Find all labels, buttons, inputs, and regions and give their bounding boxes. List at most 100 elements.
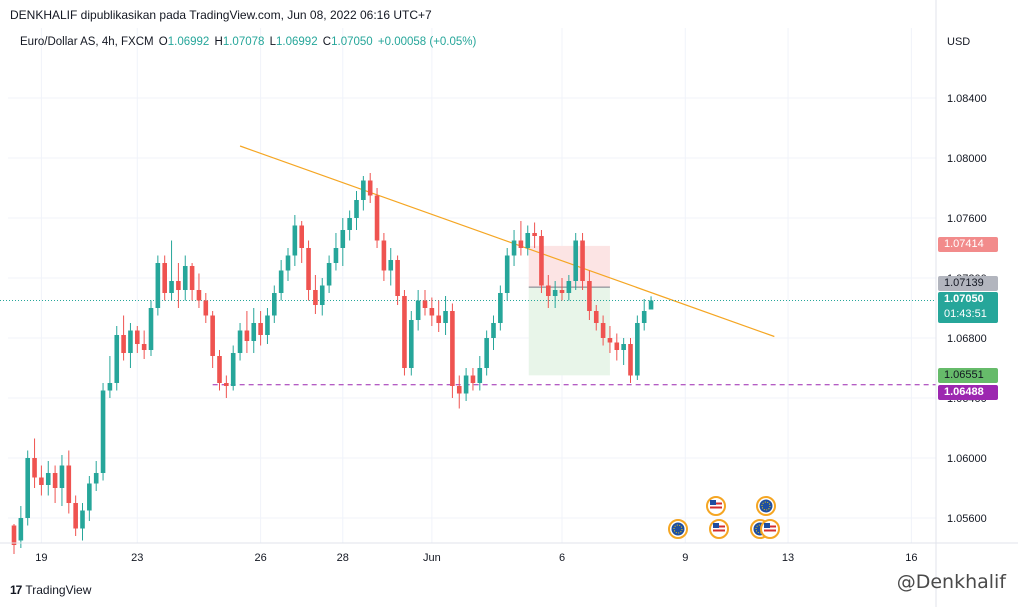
candle — [230, 345, 236, 391]
candle — [422, 290, 428, 316]
candle — [107, 356, 113, 398]
candle-body — [340, 230, 346, 248]
candle — [648, 296, 654, 310]
x-tick-label: Jun — [423, 552, 441, 564]
take-profit-zone[interactable] — [528, 287, 610, 376]
candle — [552, 281, 558, 308]
candle-body — [511, 240, 517, 256]
candle — [402, 290, 407, 376]
candle — [593, 305, 599, 331]
candle-body — [484, 338, 489, 368]
candle-body — [237, 330, 243, 353]
candle-body — [477, 368, 483, 383]
candle-body — [532, 233, 537, 236]
candle-body — [443, 311, 448, 323]
candle-body — [203, 300, 209, 316]
candle — [546, 275, 551, 308]
close-value: 1.07050 — [331, 36, 373, 48]
candle-body — [244, 330, 250, 341]
low-label: L — [269, 36, 277, 48]
candle-body — [367, 180, 373, 196]
candle — [559, 278, 565, 301]
candle — [237, 323, 243, 361]
tradingview-brand[interactable]: 17 TradingView — [10, 583, 91, 597]
candle — [470, 368, 476, 391]
eu-flag-field — [671, 522, 685, 536]
candle-body — [299, 225, 304, 248]
candle — [600, 315, 606, 346]
candle-body — [470, 375, 476, 383]
candle — [141, 330, 147, 359]
eu-flag-icon[interactable] — [668, 519, 688, 539]
candle — [25, 450, 30, 526]
tradingview-name: TradingView — [25, 583, 92, 597]
us-flag-icon[interactable] — [760, 519, 780, 539]
candle-body — [614, 342, 620, 350]
candle-body — [573, 240, 578, 281]
us-flag-stripe — [710, 506, 722, 509]
candle — [93, 461, 99, 491]
candle-body — [258, 323, 263, 335]
candle — [196, 273, 202, 308]
y-tick-label: 1.05600 — [947, 513, 987, 525]
time-axis[interactable]: 19 23 26 28 Jun 6 9 13 16 — [35, 552, 917, 564]
candle-body — [319, 285, 325, 305]
candle — [128, 323, 133, 368]
candle-body — [169, 281, 174, 293]
candle-body — [313, 290, 318, 305]
candle — [169, 240, 174, 301]
candle — [182, 255, 188, 301]
economic-events[interactable] — [668, 496, 780, 539]
candle — [614, 333, 620, 361]
eu-flag-icon[interactable] — [756, 496, 776, 516]
drawing-lines[interactable] — [0, 145, 936, 386]
candle — [258, 311, 263, 346]
x-tick-label: 28 — [337, 552, 349, 564]
candle-body — [73, 503, 78, 529]
candle — [367, 173, 373, 203]
candle-body — [278, 270, 284, 293]
candle — [456, 375, 462, 409]
candle — [539, 230, 544, 293]
candle — [100, 383, 106, 481]
candle — [278, 260, 284, 301]
candle-body — [135, 330, 140, 344]
candle — [628, 338, 633, 383]
us-flag-icon[interactable] — [709, 519, 729, 539]
candle — [415, 290, 421, 331]
candle — [162, 255, 167, 301]
candle-body — [381, 240, 387, 271]
candle — [607, 326, 613, 353]
candle-body — [388, 260, 394, 271]
candle — [52, 465, 58, 503]
candle — [319, 278, 325, 316]
candle-body — [93, 473, 99, 484]
tradingview-logo: 17 — [10, 583, 22, 597]
candle-body — [580, 240, 585, 281]
candle-body — [347, 218, 352, 230]
descending-trendline[interactable] — [239, 145, 775, 338]
candle — [361, 176, 366, 211]
candle — [463, 368, 469, 401]
candle — [176, 263, 181, 308]
candle-body — [498, 293, 503, 323]
candle-body — [182, 266, 188, 290]
candle-body — [525, 233, 531, 248]
candle-body — [326, 263, 332, 286]
candle-body — [251, 323, 257, 341]
candle-body — [189, 266, 195, 290]
x-tick-label: 9 — [682, 552, 688, 564]
candle-body — [429, 308, 435, 316]
symbol-legend: Euro/Dollar AS, 4h, FXCM O1.06992 H1.070… — [20, 36, 476, 48]
y-tick-label: 1.06800 — [947, 333, 987, 345]
candle — [18, 506, 24, 548]
us-flag-icon[interactable] — [706, 496, 726, 516]
current-price-label: 1.07050 01:43:51 — [938, 292, 998, 323]
candle — [511, 230, 517, 266]
candle — [135, 326, 140, 353]
candle — [354, 191, 359, 230]
candle — [155, 255, 161, 316]
candle-body — [176, 281, 181, 290]
